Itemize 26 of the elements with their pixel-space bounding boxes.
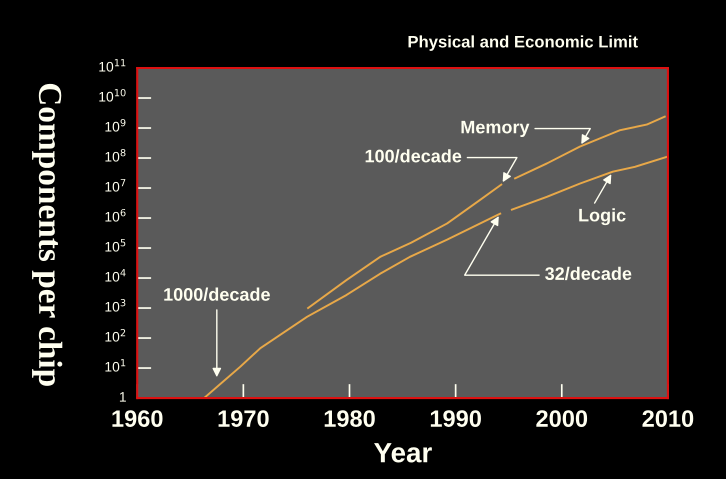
series-label: Memory [462,120,530,138]
annotation: 1000/decade [164,288,270,302]
x-tick-label: 1970 [218,410,269,427]
series-label: Logic [579,208,626,226]
y-tick-label: 1 [120,392,126,402]
y-tick-label: 10$^{7}$ [105,179,126,192]
y-tick-label: 10$^{11}$ [99,59,126,72]
y-tick-label: 10$^{2}$ [105,328,126,342]
annotation: 32/decade [545,266,632,280]
y-tick-label: 10$^{9}$ [105,118,126,132]
x-tick-label: 2010 [642,410,694,427]
annotation: 100/decade [366,149,462,163]
y-tick-label: 10$^{6}$ [105,208,126,222]
y-tick-label: 10$^{4}$ [105,269,126,282]
x-axis-title: Year [374,443,432,463]
y-axis-title: Components per chip [32,84,62,386]
y-tick-label: 10$^{8}$ [105,148,126,162]
y-tick-label: 10$^{1}$ [105,359,126,372]
x-tick-label: 1980 [324,410,375,427]
x-tick-label: 2000 [536,410,588,427]
y-tick-label: 10$^{5}$ [105,239,126,252]
x-tick-label: 1960 [112,410,163,427]
chart-title: Physical and Economic Limit [408,35,638,51]
y-tick-label: 10$^{10}$ [99,88,126,102]
y-tick-label: 10$^{3}$ [105,298,126,312]
x-tick-label: 1990 [430,410,481,427]
